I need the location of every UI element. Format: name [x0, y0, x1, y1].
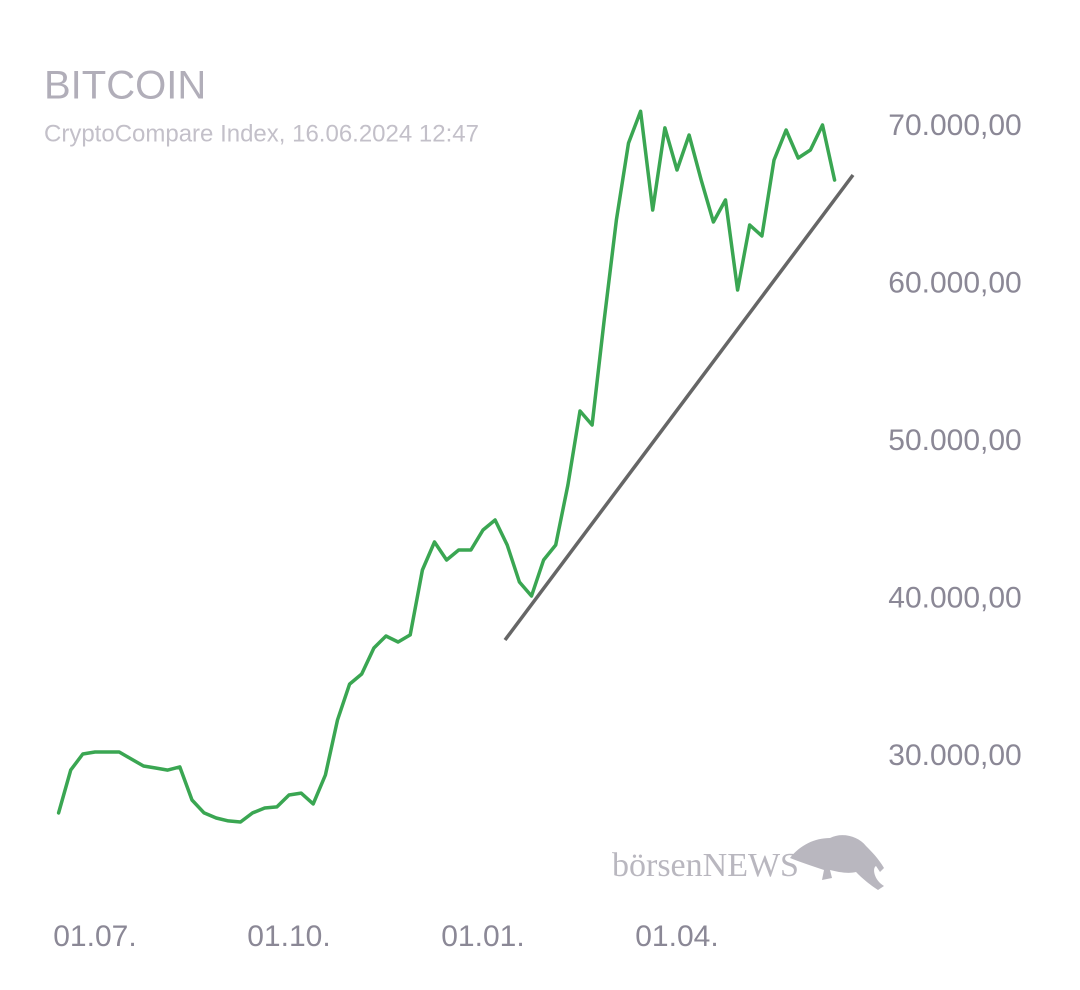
watermark: börsenNEWS — [612, 847, 799, 884]
x-tick-label: 01.07. — [53, 920, 136, 953]
chart-title: BITCOIN — [44, 64, 206, 108]
trend-line — [503, 173, 855, 642]
y-tick-label: 40.000,00 — [888, 581, 1021, 614]
y-tick-label: 50.000,00 — [888, 424, 1021, 457]
watermark-bull — [790, 835, 884, 890]
price-line — [56, 109, 837, 824]
y-tick-label: 30.000,00 — [888, 739, 1021, 772]
chart-subtitle: CryptoCompare Index, 16.06.2024 12:47 — [44, 120, 479, 147]
x-tick-label: 01.01. — [441, 920, 524, 953]
x-tick-label: 01.04. — [635, 920, 718, 953]
y-tick-label: 70.000,00 — [888, 109, 1021, 142]
y-tick-label: 60.000,00 — [888, 266, 1021, 299]
x-tick-label: 01.10. — [247, 920, 330, 953]
